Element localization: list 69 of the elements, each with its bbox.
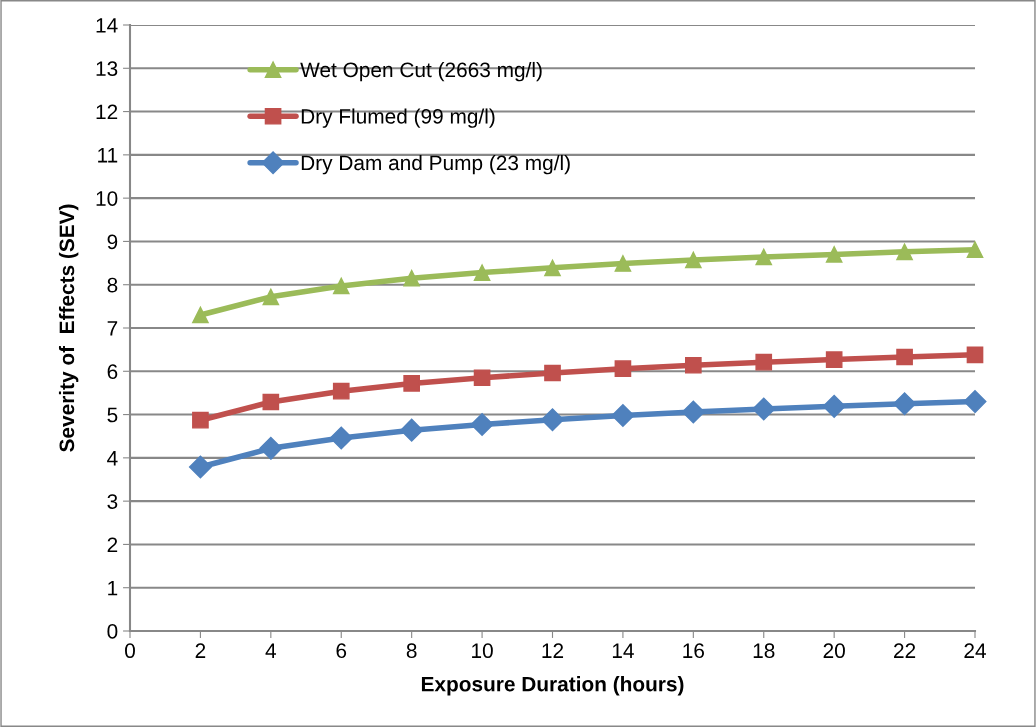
y-tick-label: 11 xyxy=(98,148,118,163)
x-tick-label: 0 xyxy=(125,643,135,659)
point xyxy=(822,394,846,418)
point xyxy=(681,400,705,424)
y-axis-title: Severity of Effects (SEV) xyxy=(58,204,79,452)
y-tick-label: 6 xyxy=(107,364,118,380)
point xyxy=(262,288,280,306)
point xyxy=(966,346,984,364)
x-tick-label: 20 xyxy=(823,643,845,659)
point xyxy=(544,259,561,277)
point xyxy=(473,264,491,281)
point xyxy=(332,277,350,295)
x-tick-label: 14 xyxy=(612,643,634,658)
x-tick-label: 8 xyxy=(406,643,417,659)
point xyxy=(896,243,913,261)
point xyxy=(473,369,491,387)
point xyxy=(611,403,635,427)
point xyxy=(684,251,702,269)
y-tick-label: 12 xyxy=(96,104,118,120)
y-tick-label: 8 xyxy=(107,277,118,293)
y-tick-label: 5 xyxy=(107,407,118,423)
point xyxy=(752,397,776,421)
x-axis-title: Exposure Duration (hours) xyxy=(421,676,684,696)
x-tick-label: 4 xyxy=(265,643,277,658)
point xyxy=(192,411,209,429)
point xyxy=(896,348,913,366)
point xyxy=(893,392,917,416)
point xyxy=(470,413,494,437)
y-tick-label: 9 xyxy=(107,234,118,250)
x-tick-label: 12 xyxy=(542,643,564,658)
point xyxy=(403,269,421,287)
x-tick-label: 10 xyxy=(472,643,493,659)
y-tick-label: 2 xyxy=(107,537,118,552)
y-tick-label: 7 xyxy=(107,321,118,336)
point xyxy=(825,246,843,263)
point xyxy=(755,248,773,266)
x-tick-label: 22 xyxy=(894,643,916,658)
y-tick-label: 1 xyxy=(108,580,118,596)
point xyxy=(329,426,353,450)
point xyxy=(192,306,209,324)
legend-label: Dry Dam and Pump (23 mg/l) xyxy=(301,154,570,175)
y-tick-label: 0 xyxy=(107,624,118,639)
legend-label: Wet Open Cut (2663 mg/l) xyxy=(300,61,542,82)
point xyxy=(188,455,212,479)
x-tick-label: 6 xyxy=(336,643,347,659)
point xyxy=(400,418,424,442)
point xyxy=(262,393,280,411)
point xyxy=(259,436,283,460)
point xyxy=(541,408,564,432)
x-tick-label: 24 xyxy=(964,643,986,658)
y-tick-label: 4 xyxy=(107,451,118,466)
legend-label: Dry Flumed (99 mg/l) xyxy=(301,108,495,128)
x-tick-label: 2 xyxy=(195,643,206,658)
point xyxy=(614,360,632,378)
point xyxy=(544,364,561,382)
point xyxy=(332,382,350,400)
y-tick-label: 13 xyxy=(96,61,118,77)
point xyxy=(966,241,984,258)
point xyxy=(403,375,421,392)
y-tick-label: 3 xyxy=(107,494,118,509)
point xyxy=(825,351,843,368)
point xyxy=(755,353,773,371)
point xyxy=(614,255,632,272)
point xyxy=(684,356,702,374)
x-tick-label: 18 xyxy=(753,643,775,659)
y-tick-label: 14 xyxy=(96,18,118,33)
x-tick-label: 16 xyxy=(683,643,705,659)
point xyxy=(963,390,987,414)
y-tick-label: 10 xyxy=(96,191,118,206)
